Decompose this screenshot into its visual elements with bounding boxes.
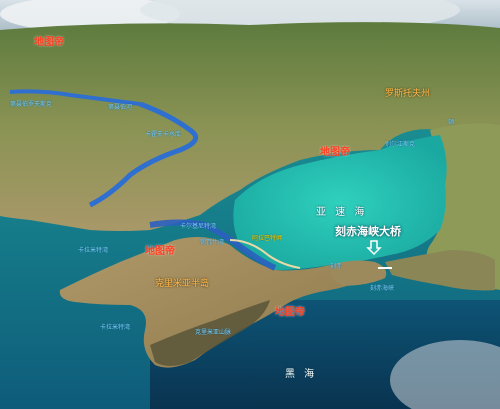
sea-label: 亚 速 海: [316, 207, 368, 218]
kakhovka-reservoir: [88, 101, 199, 208]
place-label: 第聂伯罗夫斯克: [10, 101, 53, 108]
sivash-lagoon: [149, 219, 277, 271]
place-label: 卡尔基尼特湾: [180, 223, 217, 230]
place-label: 刻赤海峡: [370, 285, 395, 292]
kerch-peninsula: [330, 260, 387, 286]
bridge-annotation: 刻赤海峡大桥: [335, 225, 401, 238]
place-label: 卡拉米特湾: [100, 324, 131, 331]
arabat-spit: [229, 239, 301, 269]
place-label: 克里米亚山脉: [195, 329, 232, 336]
watermark-label: 地图帝: [34, 37, 64, 48]
place-label: 别尔江斯克: [385, 141, 416, 148]
down-arrow-icon: [366, 240, 382, 256]
place-label: 第聂伯河: [108, 104, 133, 111]
region-label: 克里米亚半岛: [155, 279, 210, 289]
crimean-mountains: [150, 300, 270, 366]
sea-label: 黑 海: [285, 369, 318, 380]
watermark-label: 地图帝: [275, 307, 305, 318]
watermark-label: 地图帝: [145, 246, 175, 257]
place-label: 卡霍夫卡水库: [145, 131, 182, 138]
place-label: 刻赤: [330, 263, 343, 270]
sea-of-azov: [233, 135, 447, 270]
crimea-landmass: [59, 236, 370, 368]
place-label: 顿: [448, 119, 455, 126]
dnieper-river-upper: [9, 89, 141, 106]
watermark-label: 地图帝: [320, 147, 350, 158]
place-label: 卡拉米特湾: [78, 247, 109, 254]
taman-peninsula: [385, 250, 495, 291]
place-label: 锡瓦什湾: [200, 239, 225, 246]
place-label: 阿拉巴特岬: [252, 235, 283, 242]
cloud: [390, 340, 500, 409]
region-label: 罗斯托夫州: [385, 89, 431, 99]
